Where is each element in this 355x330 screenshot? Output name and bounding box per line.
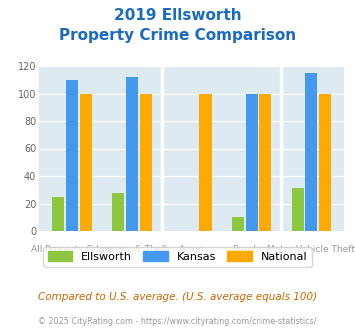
Bar <box>319 93 331 231</box>
Text: Burglary: Burglary <box>232 245 271 254</box>
Legend: Ellsworth, Kansas, National: Ellsworth, Kansas, National <box>43 247 312 267</box>
Bar <box>112 192 124 231</box>
Bar <box>52 197 64 231</box>
Bar <box>66 80 78 231</box>
Text: Property Crime Comparison: Property Crime Comparison <box>59 28 296 43</box>
Text: 2019 Ellsworth: 2019 Ellsworth <box>114 8 241 23</box>
Bar <box>126 77 138 231</box>
Text: © 2025 CityRating.com - https://www.cityrating.com/crime-statistics/: © 2025 CityRating.com - https://www.city… <box>38 317 317 326</box>
Text: Larceny & Theft: Larceny & Theft <box>96 245 168 254</box>
Bar <box>291 188 304 231</box>
Text: Arson: Arson <box>179 245 204 254</box>
Bar <box>140 93 152 231</box>
Bar <box>232 217 244 231</box>
Bar <box>259 93 271 231</box>
Bar <box>200 93 212 231</box>
Text: Motor Vehicle Theft: Motor Vehicle Theft <box>267 245 355 254</box>
Bar <box>305 73 317 231</box>
Text: Compared to U.S. average. (U.S. average equals 100): Compared to U.S. average. (U.S. average … <box>38 292 317 302</box>
Bar <box>246 93 258 231</box>
Text: All Property Crime: All Property Crime <box>31 245 113 254</box>
Bar <box>80 93 92 231</box>
